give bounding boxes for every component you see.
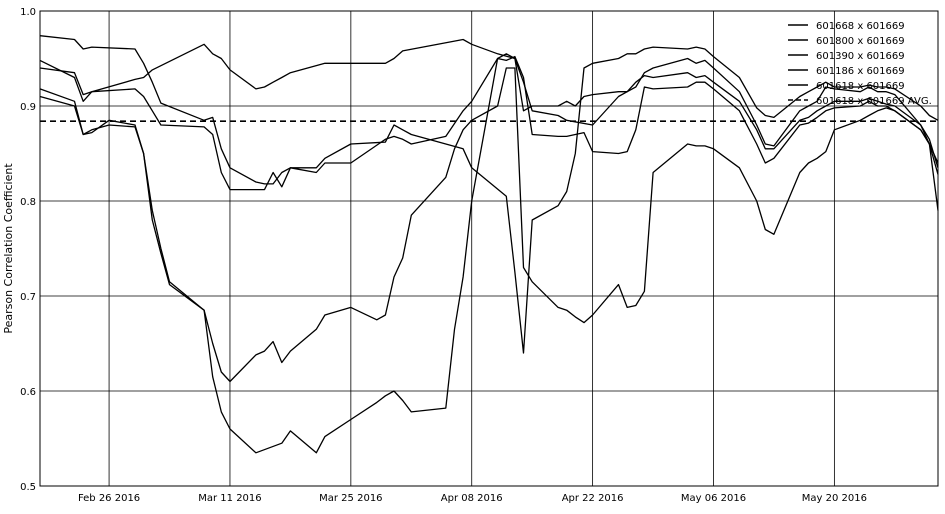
y-tick-label: 1.0 (20, 7, 36, 18)
series-line-1 (39, 38, 939, 164)
x-tick-label: Apr 22 2016 (562, 493, 624, 504)
legend: 601668 x 601669 601800 x 601669 601390 x 6… (788, 21, 932, 107)
series-line-3 (39, 53, 939, 191)
series-line-2 (39, 35, 939, 354)
legend-label: 601668 x 601669 (816, 21, 905, 32)
legend-label: 601618 x 601669 AVG. (816, 96, 932, 107)
y-tick-label: 0.6 (20, 387, 36, 398)
legend-label: 601618 x 601669 (816, 81, 905, 92)
y-tick-label: 0.7 (20, 292, 36, 303)
x-tick-label: May 20 2016 (802, 493, 867, 504)
x-tick-label: May 06 2016 (681, 493, 746, 504)
plot-frame (39, 10, 939, 487)
series-layer (39, 35, 939, 454)
grid-layer (40, 10, 938, 487)
x-tick-label: Mar 25 2016 (319, 493, 382, 504)
x-tick-label: Apr 08 2016 (441, 493, 503, 504)
y-tick-label: 0.8 (20, 197, 36, 208)
series-line-4 (39, 55, 939, 454)
y-tick-label: 0.9 (20, 102, 36, 113)
legend-label: 601186 x 601669 (816, 66, 905, 77)
x-tick-label: Mar 11 2016 (198, 493, 261, 504)
legend-label: 601800 x 601669 (816, 36, 905, 47)
tick-layer: 0.5 0.6 0.7 0.8 0.9 1.0 Feb 26 2016 Mar 11 2016… (20, 7, 867, 504)
series-line-5 (39, 67, 939, 383)
y-axis-label: Pearson Correlation Coefficient (2, 163, 15, 334)
y-tick-label: 0.5 (20, 482, 36, 493)
x-tick-label: Feb 26 2016 (78, 493, 140, 504)
legend-label: 601390 x 601669 (816, 51, 905, 62)
